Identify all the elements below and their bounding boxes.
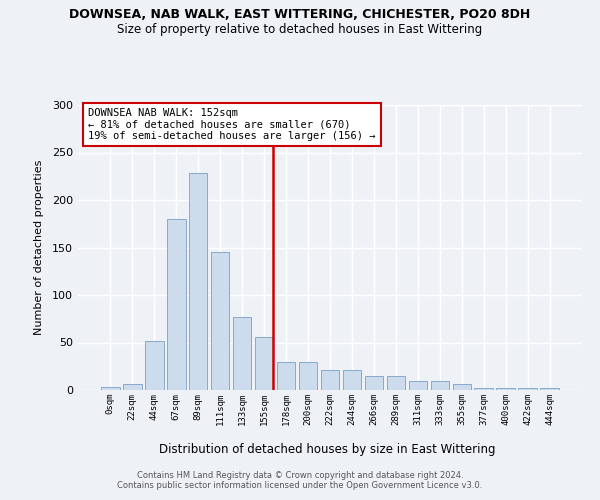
- Bar: [123, 384, 142, 390]
- Bar: [475, 388, 493, 390]
- Bar: [167, 219, 185, 390]
- Bar: [299, 362, 317, 390]
- Bar: [189, 174, 208, 390]
- Text: Distribution of detached houses by size in East Wittering: Distribution of detached houses by size …: [159, 442, 495, 456]
- Text: Contains HM Land Registry data © Crown copyright and database right 2024.
Contai: Contains HM Land Registry data © Crown c…: [118, 470, 482, 490]
- Y-axis label: Number of detached properties: Number of detached properties: [34, 160, 44, 335]
- Bar: [365, 376, 383, 390]
- Bar: [211, 252, 229, 390]
- Bar: [320, 370, 340, 390]
- Text: DOWNSEA, NAB WALK, EAST WITTERING, CHICHESTER, PO20 8DH: DOWNSEA, NAB WALK, EAST WITTERING, CHICH…: [70, 8, 530, 20]
- Bar: [145, 340, 164, 390]
- Bar: [343, 370, 361, 390]
- Text: Size of property relative to detached houses in East Wittering: Size of property relative to detached ho…: [118, 22, 482, 36]
- Bar: [409, 380, 427, 390]
- Text: DOWNSEA NAB WALK: 152sqm
← 81% of detached houses are smaller (670)
19% of semi-: DOWNSEA NAB WALK: 152sqm ← 81% of detach…: [88, 108, 376, 141]
- Bar: [386, 376, 405, 390]
- Bar: [101, 387, 119, 390]
- Bar: [233, 317, 251, 390]
- Bar: [496, 388, 515, 390]
- Bar: [255, 337, 274, 390]
- Bar: [431, 380, 449, 390]
- Bar: [277, 362, 295, 390]
- Bar: [452, 384, 471, 390]
- Bar: [518, 388, 537, 390]
- Bar: [541, 388, 559, 390]
